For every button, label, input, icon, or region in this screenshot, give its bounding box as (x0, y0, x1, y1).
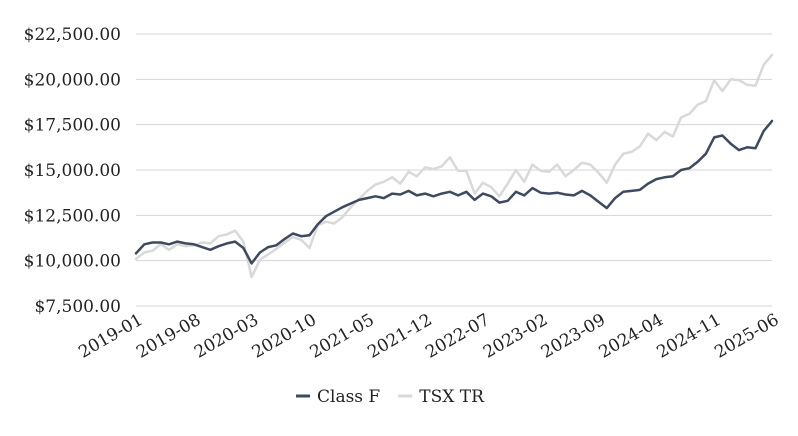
y-tick-label: $15,000.00 (24, 161, 121, 181)
x-tick-label: 2021-05 (307, 310, 378, 363)
y-axis-ticks: $7,500.00 $10,000.00 $12,500.00 $15,000.00 $… (24, 25, 121, 317)
series-layer (134, 53, 774, 279)
x-tick-label: 2019-01 (75, 310, 146, 363)
y-tick-label: $22,500.00 (24, 25, 121, 45)
x-axis-ticks: 2019-012019-082020-032020-102021-052021-… (75, 310, 782, 363)
y-tick-label: $17,500.00 (24, 116, 121, 136)
x-tick-label: 2023-02 (480, 310, 551, 363)
x-tick-label: 2023-09 (538, 310, 609, 363)
y-tick-label: $10,000.00 (24, 252, 121, 272)
x-tick-label: 2020-10 (249, 310, 320, 363)
legend: Class F TSX TR (296, 387, 485, 407)
x-tick-label: 2024-11 (654, 310, 725, 363)
grid-layer (136, 33, 772, 307)
y-tick-label: $12,500.00 (24, 206, 121, 226)
series-line-tsx-tr (134, 53, 774, 279)
x-tick-label: 2019-08 (133, 310, 204, 363)
y-tick-label: $7,500.00 (34, 297, 121, 317)
legend-label-tsx-tr: TSX TR (419, 387, 485, 407)
x-tick-label: 2022-07 (422, 310, 493, 363)
y-tick-label: $20,000.00 (24, 70, 121, 90)
x-tick-label: 2021-12 (364, 310, 435, 363)
x-tick-label: 2020-03 (191, 310, 262, 363)
x-tick-label: 2024-04 (596, 310, 667, 363)
series-line-class-f (134, 119, 774, 265)
legend-label-class-f: Class F (317, 387, 380, 407)
x-tick-label: 2025-06 (711, 310, 782, 363)
